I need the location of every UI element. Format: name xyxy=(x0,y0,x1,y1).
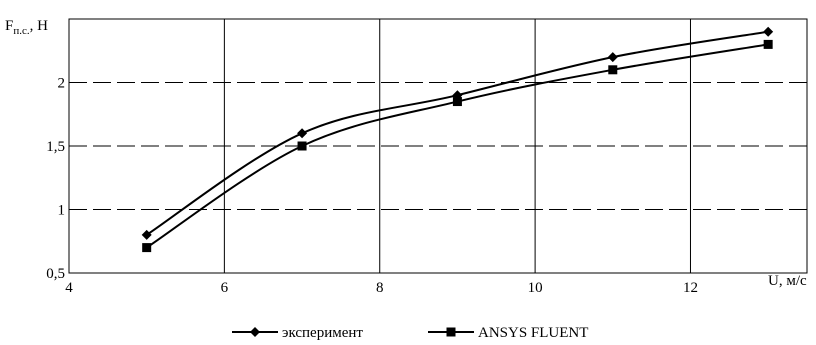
grid xyxy=(69,19,807,273)
y-tick-label: 2 xyxy=(58,76,66,92)
y-tick-label: 1 xyxy=(58,203,66,219)
data-point xyxy=(607,52,618,63)
y-axis-label-unit: , Н xyxy=(30,18,49,34)
x-tick-label: 10 xyxy=(528,280,543,296)
series-line xyxy=(146,30,769,236)
legend-marker xyxy=(250,327,260,337)
data-point xyxy=(763,39,773,49)
y-axis-label-main: F xyxy=(5,18,13,34)
data-point xyxy=(142,243,152,253)
x-tick-label: 4 xyxy=(65,280,73,296)
data-point xyxy=(608,65,618,75)
x-tick-label: 6 xyxy=(221,280,229,296)
x-tick-label: 12 xyxy=(683,280,698,296)
data-point xyxy=(452,97,462,107)
x-tick-labels: 4 6 8 10 12 xyxy=(65,280,698,296)
series-2 xyxy=(142,39,773,253)
x-axis-label: U, м/с xyxy=(768,273,807,289)
plot-frame xyxy=(68,18,808,274)
x-tick-label: 8 xyxy=(376,280,384,296)
legend: эксперимент ANSYS FLUENT xyxy=(232,325,588,341)
legend-item: ANSYS FLUENT xyxy=(428,325,588,341)
y-tick-label: 1,5 xyxy=(46,139,65,155)
y-axis-label: Fп.с., Н xyxy=(5,18,48,37)
y-axis-label-subscript: п.с. xyxy=(13,25,30,37)
legend-label: ANSYS FLUENT xyxy=(478,325,588,341)
legend-item: эксперимент xyxy=(232,325,363,341)
series-group xyxy=(141,26,774,253)
legend-marker xyxy=(446,327,456,337)
legend-label: эксперимент xyxy=(282,325,363,341)
data-point xyxy=(297,128,308,139)
y-tick-labels: 0,5 1 1,5 2 xyxy=(46,76,65,283)
data-point xyxy=(141,229,152,240)
y-tick-label: 0,5 xyxy=(46,266,65,282)
data-point xyxy=(763,26,774,37)
data-point xyxy=(297,141,307,151)
